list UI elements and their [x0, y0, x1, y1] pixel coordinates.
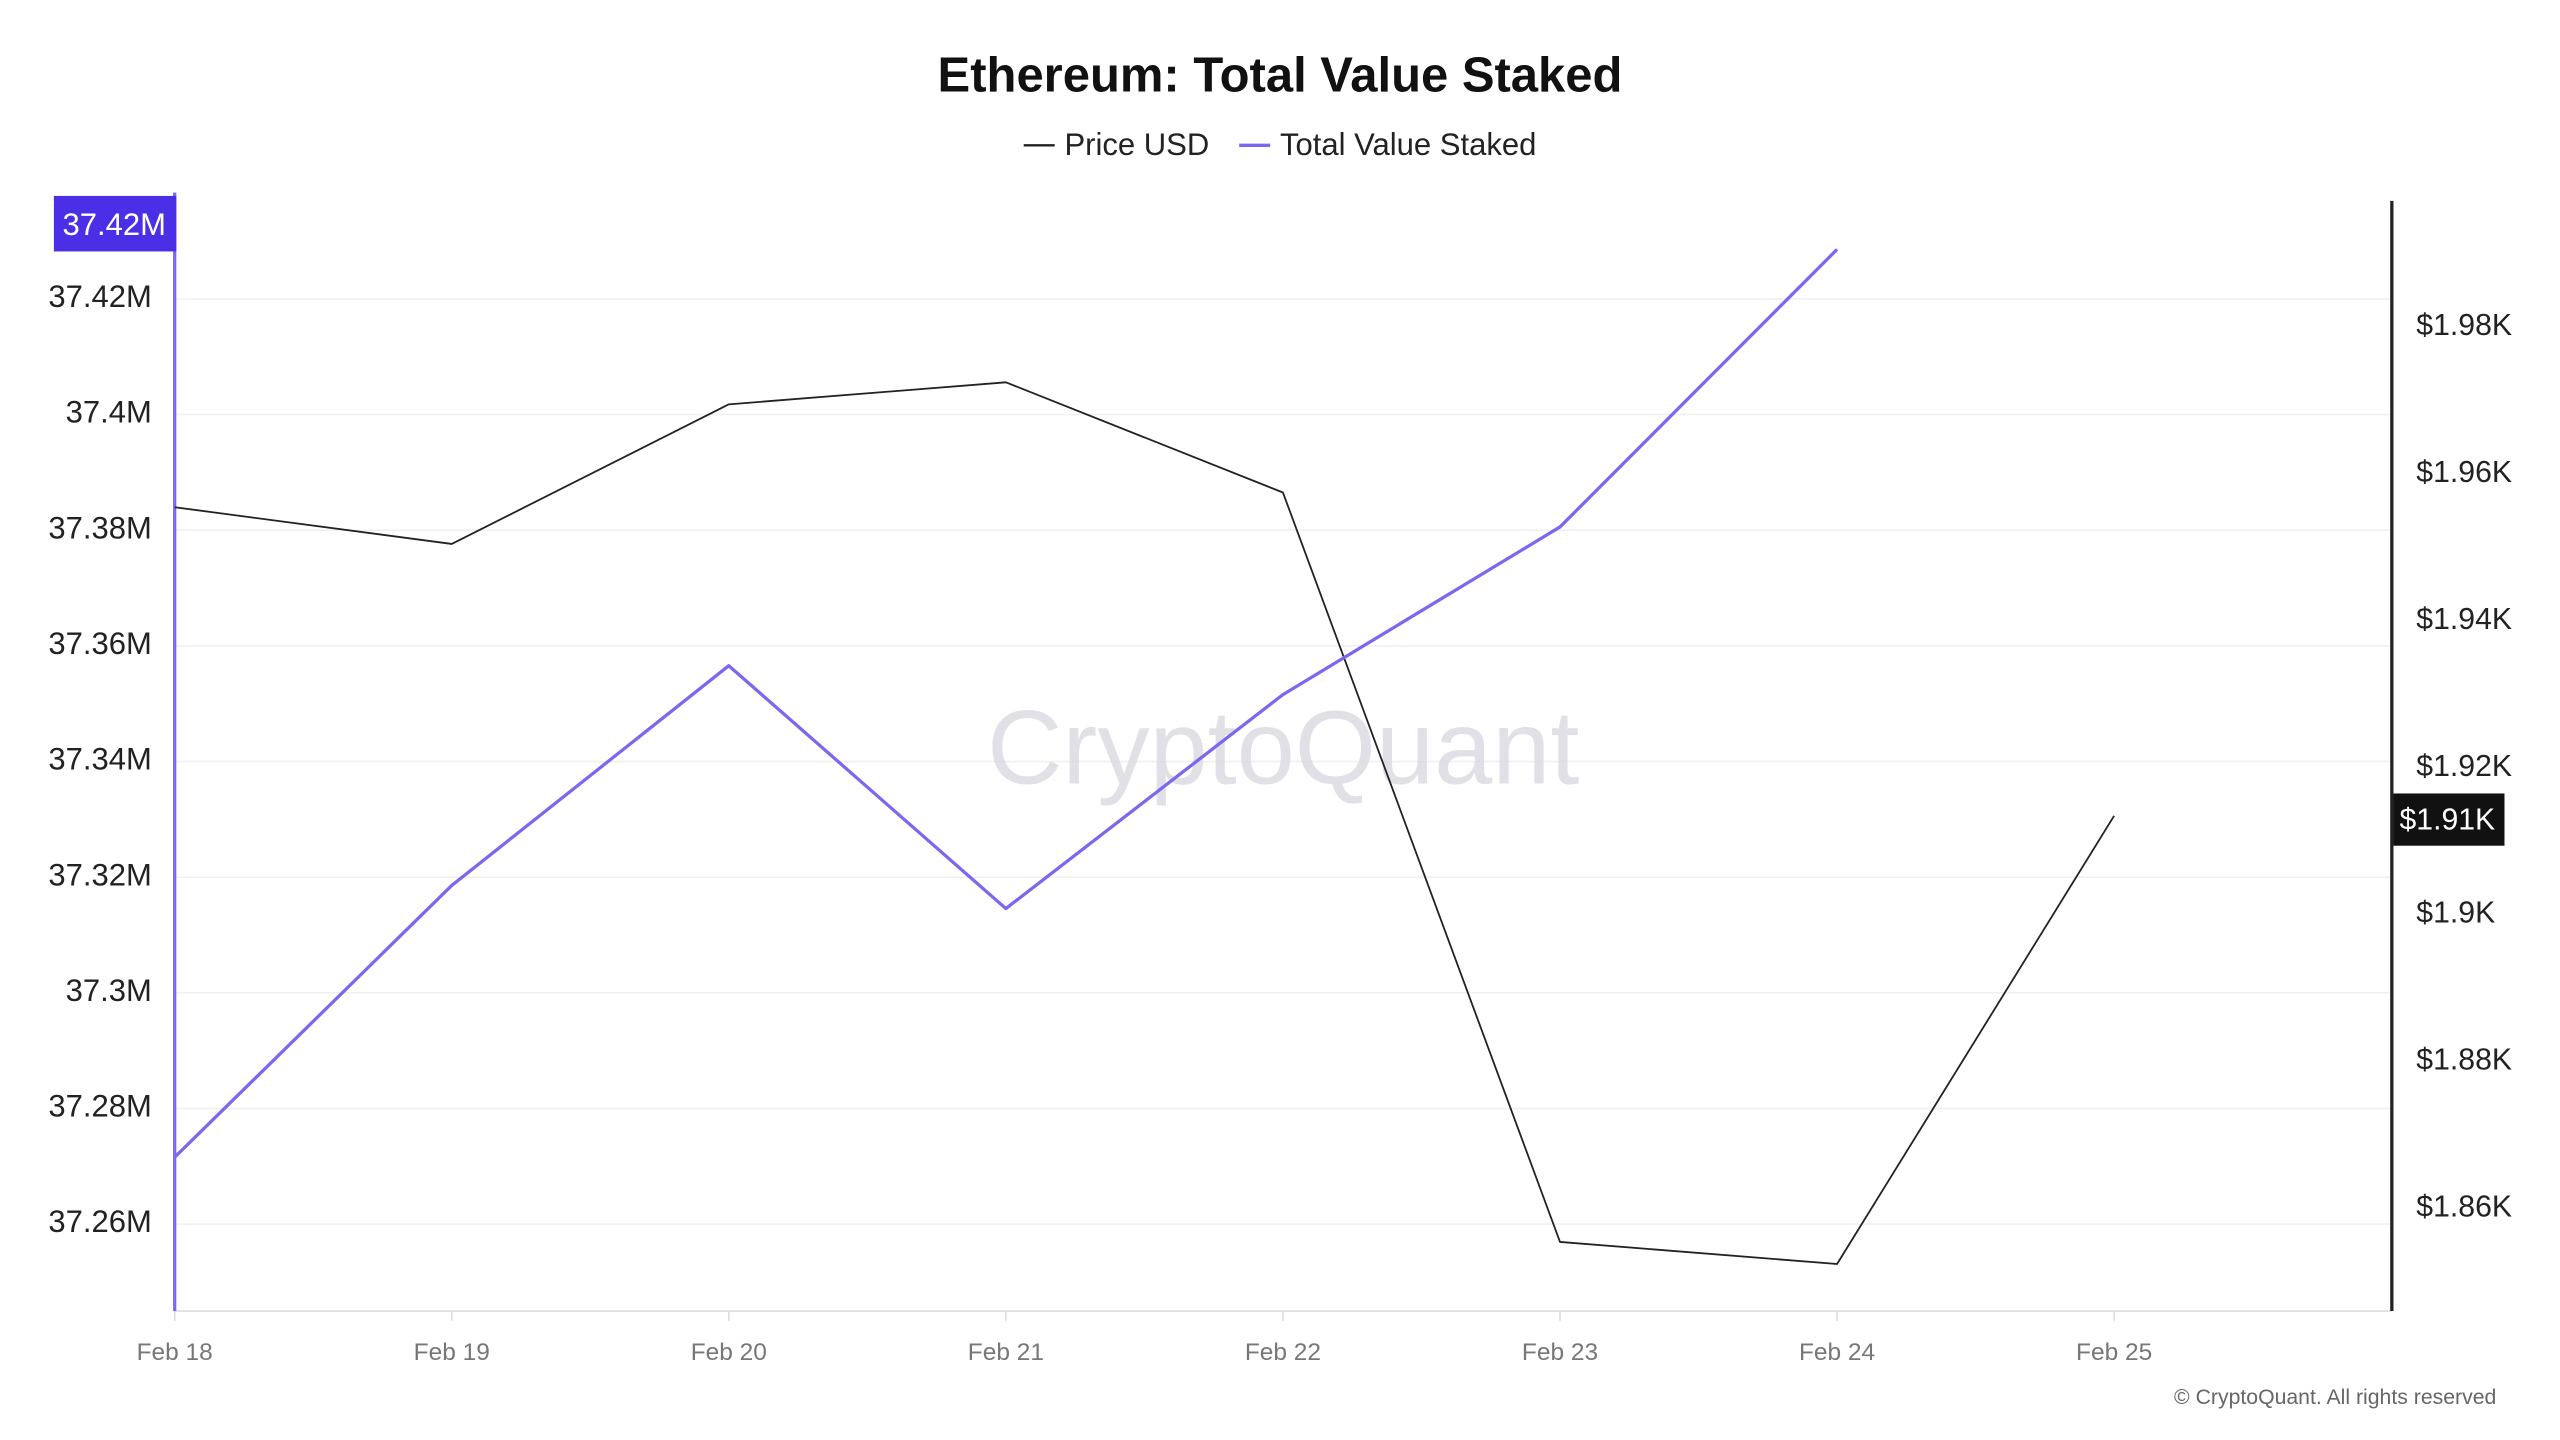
right-tick-label: $1.96K: [2416, 456, 2512, 489]
data-point-price-usd[interactable]: [724, 399, 734, 409]
x-tick-label: Feb 25: [2076, 1339, 2152, 1366]
data-point-price-usd[interactable]: [170, 502, 180, 512]
series-line-total-value-staked: [173, 248, 1839, 1159]
left-badge-bg: [53, 195, 177, 252]
left-tick-label: 37.32M: [48, 857, 151, 892]
left-tick-label: 37.34M: [48, 742, 151, 777]
right-tick-label: $1.9K: [2416, 897, 2495, 930]
left-tick-label: 37.36M: [48, 626, 151, 661]
x-axis-ticks: Feb 18 Feb 19 Feb 20 Feb 21 Feb 22 Feb 23 Feb …: [137, 1311, 2152, 1366]
left-tick-label: 37.26M: [48, 1204, 151, 1239]
data-point-total-value-staked[interactable]: [447, 881, 457, 891]
data-point-total-value-staked[interactable]: [1555, 522, 1565, 532]
data-point-total-value-staked[interactable]: [1001, 904, 1011, 914]
data-point-price-usd[interactable]: [1278, 488, 1288, 498]
gridlines: [176, 298, 2392, 1225]
data-point-total-value-staked[interactable]: [724, 661, 734, 671]
right-tick-label: $1.88K: [2416, 1044, 2512, 1077]
right-axis-ticks: $1.98K $1.96K $1.94K $1.92K $1.9K $1.88K $1.86…: [2416, 309, 2512, 1224]
x-tick-label: Feb 20: [691, 1339, 767, 1366]
data-point-price-usd[interactable]: [1832, 1259, 1842, 1269]
left-badge-label: 37.42M: [63, 207, 166, 242]
left-tick-label: 37.4M: [66, 395, 152, 430]
x-tick-label: Feb 24: [1799, 1339, 1875, 1366]
watermark: CryptoQuant: [987, 690, 1579, 807]
x-tick-label: Feb 23: [1522, 1339, 1598, 1366]
x-tick-label: Feb 19: [414, 1339, 490, 1366]
copyright: © CryptoQuant. All rights reserved: [2174, 1386, 2496, 1409]
left-tick-label: 37.3M: [66, 973, 152, 1008]
right-tick-label: $1.92K: [2416, 750, 2512, 783]
x-tick-label: Feb 22: [1245, 1339, 1321, 1366]
legend-label-price: Price USD: [1064, 127, 1209, 162]
data-point-price-usd[interactable]: [1001, 377, 1011, 387]
right-badge-label: $1.91K: [2400, 803, 2496, 836]
data-point-total-value-staked[interactable]: [1278, 690, 1288, 700]
legend-label-tvs: Total Value Staked: [1280, 127, 1536, 162]
left-tick-label: 37.28M: [48, 1089, 151, 1124]
right-tick-label: $1.86K: [2416, 1191, 2512, 1224]
right-badge-bg: [2393, 793, 2505, 846]
legend-item-total-value-staked[interactable]: Total Value Staked: [1239, 127, 1536, 162]
right-current-value-badge: $1.91K: [2393, 793, 2505, 846]
legend: Price USD Total Value Staked: [1023, 127, 1536, 162]
legend-item-price-usd[interactable]: Price USD: [1023, 127, 1210, 162]
data-point-price-usd[interactable]: [447, 539, 457, 549]
chart-title: Ethereum: Total Value Staked: [938, 48, 1623, 102]
data-point-price-usd[interactable]: [1555, 1237, 1565, 1247]
x-tick-label: Feb 18: [137, 1339, 213, 1366]
series-line-price-usd: [174, 381, 2115, 1265]
data-point-price-usd[interactable]: [2109, 811, 2119, 821]
left-current-value-badge: 37.42M: [53, 195, 177, 252]
left-axis-ticks: 37.42M 37.4M 37.38M 37.36M 37.34M 37.32M 37.3M…: [48, 279, 151, 1239]
left-tick-label: 37.38M: [48, 510, 151, 545]
right-tick-label: $1.98K: [2416, 309, 2512, 342]
data-point-total-value-staked[interactable]: [170, 1152, 180, 1162]
x-tick-label: Feb 21: [968, 1339, 1044, 1366]
data-point-total-value-staked[interactable]: [1832, 244, 1842, 254]
right-tick-label: $1.94K: [2416, 603, 2512, 636]
left-tick-label: 37.42M: [48, 279, 151, 314]
series-lines: [170, 244, 2119, 1269]
